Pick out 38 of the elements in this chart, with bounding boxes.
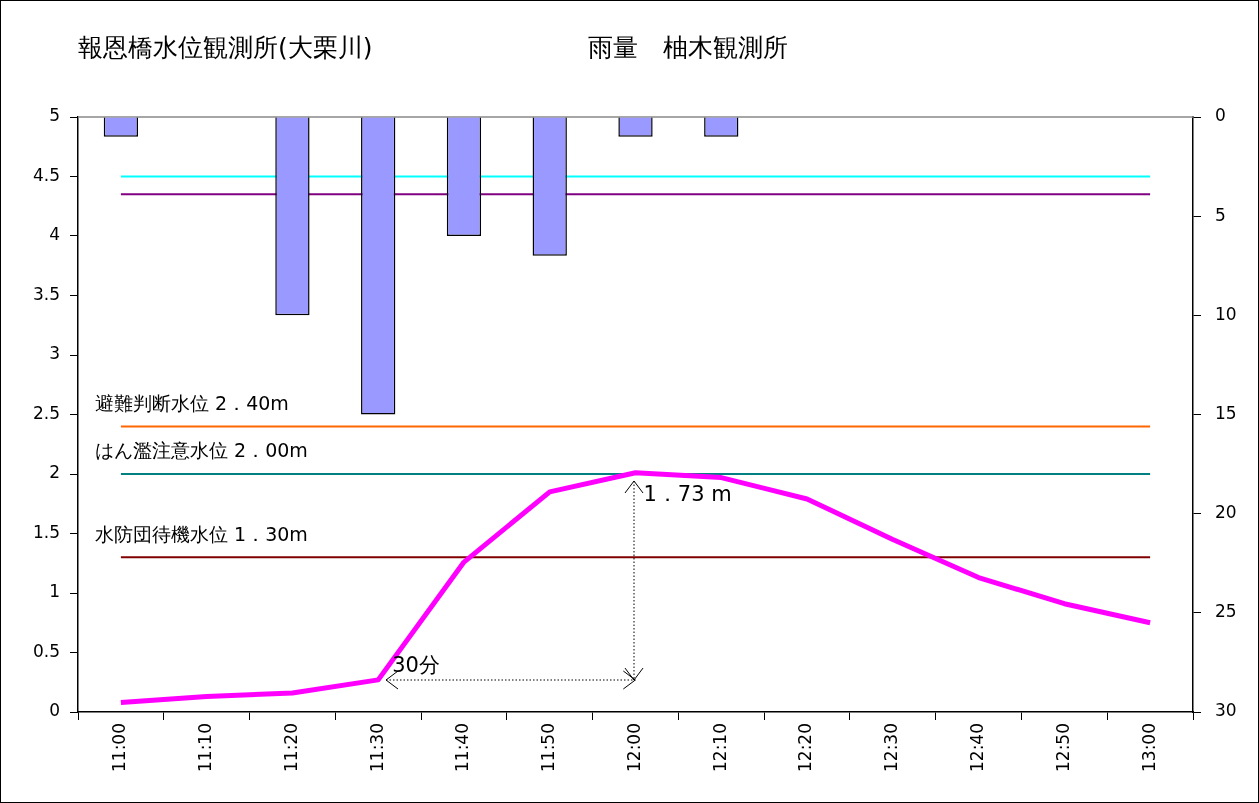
x-tick-label: 11:30 bbox=[366, 723, 387, 772]
ref-line-label: 水防団待機水位 1．30m bbox=[95, 522, 308, 545]
y2-tick-label: 20 bbox=[1215, 502, 1237, 523]
y2-tick-label: 0 bbox=[1215, 105, 1226, 126]
x-tick-label: 12:40 bbox=[967, 723, 987, 772]
x-tick-label: 11:50 bbox=[538, 723, 559, 772]
y-tick-label: 0 bbox=[49, 700, 60, 721]
y2-tick-label: 30 bbox=[1215, 700, 1237, 721]
y-tick-label: 5 bbox=[49, 105, 60, 126]
x-tick-label: 12:50 bbox=[1052, 723, 1073, 772]
x-tick-label: 11:00 bbox=[109, 723, 130, 772]
y-tick-label: 2 bbox=[49, 462, 60, 483]
annotation: 1．73 m bbox=[643, 481, 732, 506]
annotation: 30分 bbox=[392, 652, 440, 677]
y-tick-label: 0.5 bbox=[32, 640, 60, 661]
y-tick-label: 4 bbox=[49, 224, 60, 245]
ref-line-label: 避難判断水位 2．40m bbox=[95, 391, 289, 414]
x-tick-label: 13:00 bbox=[1138, 723, 1159, 772]
ref-line-label: はん濫注意水位 2．00m bbox=[95, 439, 308, 462]
y2-tick-label: 25 bbox=[1215, 601, 1237, 622]
y-tick-label: 1 bbox=[49, 581, 60, 602]
chart-subtitle: 雨量 柚木観測所 bbox=[588, 33, 788, 62]
x-tick-label: 11:10 bbox=[195, 723, 216, 772]
y2-tick-label: 15 bbox=[1215, 402, 1237, 423]
x-tick-label: 12:20 bbox=[795, 723, 816, 772]
y-tick-label: 4.5 bbox=[32, 164, 60, 185]
y2-tick-label: 10 bbox=[1215, 303, 1237, 324]
x-tick-label: 12:30 bbox=[881, 723, 902, 772]
y-tick-label: 3 bbox=[49, 343, 60, 364]
y-tick-label: 3.5 bbox=[32, 283, 60, 304]
x-tick-label: 12:10 bbox=[709, 723, 730, 772]
y2-tick-label: 5 bbox=[1215, 204, 1226, 225]
x-tick-label: 11:40 bbox=[452, 723, 473, 772]
y-tick-label: 2.5 bbox=[32, 402, 60, 423]
y-tick-label: 1.5 bbox=[32, 521, 60, 542]
x-tick-label: 11:20 bbox=[280, 723, 301, 772]
chart-title: 報恩橋水位観測所(大栗川) bbox=[78, 33, 373, 62]
x-tick-label: 12:00 bbox=[623, 723, 644, 772]
